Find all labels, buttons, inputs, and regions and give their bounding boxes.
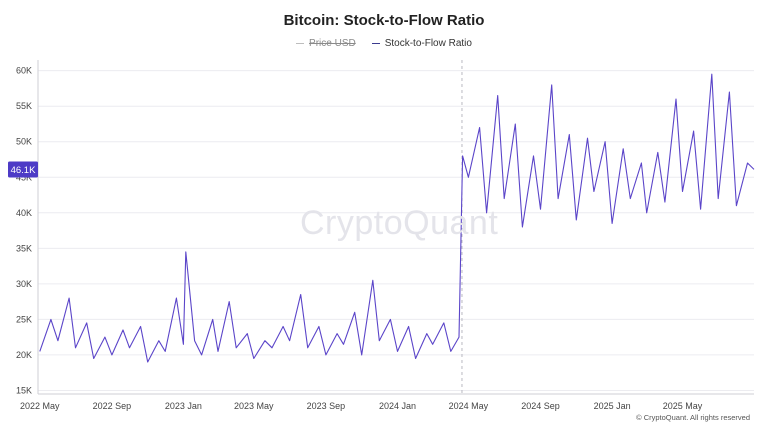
legend-swatch [296,43,305,44]
x-tick-label: 2024 Jan [379,401,416,411]
x-tick-label: 2023 Jan [165,401,202,411]
copyright-notice: © CryptoQuant. All rights reserved [636,413,750,422]
y-tick-label: 40K [16,208,32,218]
legend-label: Stock-to-Flow Ratio [384,38,472,49]
x-tick-label: 2025 May [663,401,703,411]
x-tick-label: 2024 May [449,401,489,411]
current-value-badge: 46.1K [8,161,38,178]
series-lines [39,73,755,363]
y-tick-label: 60K [16,66,32,76]
x-tick-label: 2022 Sep [93,401,132,411]
series-line [39,73,755,363]
y-tick-label: 15K [16,385,32,395]
x-tick-label: 2025 Jan [594,401,631,411]
x-tick-label: 2022 May [20,401,60,411]
x-tick-label: 2023 May [234,401,274,411]
legend-item[interactable]: Price USD [296,38,356,49]
legend-swatch [371,43,380,44]
watermark: CryptoQuant [300,204,499,242]
grid [38,70,754,391]
current-value-badge-bg [8,161,38,178]
legend-label: Price USD [309,38,356,49]
y-tick-label: 25K [16,314,32,324]
y-tick-label: 35K [16,243,32,253]
chart-title: Bitcoin: Stock-to-Flow Ratio [283,12,485,29]
current-value-label: 46.1K [11,165,36,176]
legend-item[interactable]: Stock-to-Flow Ratio [371,38,472,49]
y-tick-label: 50K [16,137,32,147]
x-tick-label: 2023 Sep [307,401,346,411]
legend: Price USD Stock-to-Flow Ratio [0,38,768,49]
x-tick-label: 2024 Sep [521,401,560,411]
y-tick-label: 20K [16,350,32,360]
y-tick-label: 30K [16,279,32,289]
y-tick-label: 55K [16,101,32,111]
